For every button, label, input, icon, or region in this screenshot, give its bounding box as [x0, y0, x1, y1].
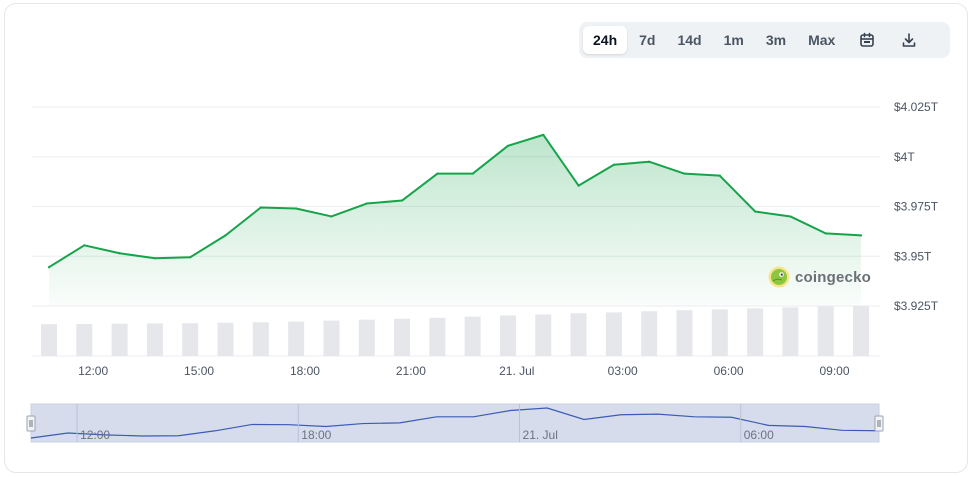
data-point [330, 215, 333, 218]
volume-bar [853, 306, 869, 356]
download-button[interactable] [889, 26, 929, 54]
navigator-tick-label: 12:00 [80, 428, 110, 442]
range-button-3m[interactable]: 3m [765, 32, 787, 48]
data-point [365, 202, 368, 205]
volume-bar [711, 309, 728, 356]
data-point [295, 207, 298, 210]
calendar-button[interactable] [847, 26, 887, 54]
volume-bar [570, 313, 587, 356]
data-point [648, 160, 651, 163]
data-point [189, 256, 192, 259]
data-point [612, 163, 615, 166]
volume-bar [782, 307, 799, 356]
x-tick-label: 06:00 [714, 364, 744, 378]
range-button-14d[interactable]: 14d [677, 32, 702, 48]
data-point [789, 215, 792, 218]
watermark-text: coingecko [795, 268, 871, 286]
volume-bar [41, 324, 57, 356]
y-tick-label: $3.925T [894, 299, 939, 313]
data-point [471, 172, 474, 175]
y-tick-label: $3.95T [894, 249, 932, 263]
data-point [683, 172, 686, 175]
y-tick-label: $4T [894, 150, 915, 164]
volume-bar [817, 306, 834, 356]
volume-bar [676, 310, 693, 356]
volume-bar [323, 320, 340, 356]
data-point [400, 199, 404, 202]
x-tick-label: 21:00 [396, 364, 426, 378]
volume-bar [747, 308, 764, 356]
volume-bar [182, 323, 199, 356]
data-point [259, 206, 262, 209]
x-tick-label: 03:00 [608, 364, 638, 378]
range-button-1m[interactable]: 1m [723, 32, 744, 48]
time-range-selector: 24h 7d 14d 1m 3m Max [579, 22, 950, 58]
navigator-tick-label: 21. Jul [523, 428, 558, 442]
data-point [577, 184, 580, 187]
data-point [542, 133, 545, 136]
volume-bar [429, 317, 446, 356]
navigator-right-handle[interactable] [874, 415, 884, 432]
navigator-left-handle[interactable] [26, 415, 36, 432]
y-tick-label: $3.975T [894, 200, 939, 214]
data-point [718, 174, 721, 177]
volume-bar [358, 319, 375, 356]
x-tick-label: 18:00 [290, 364, 320, 378]
volume-bar [605, 312, 622, 356]
volume-bar [535, 314, 552, 356]
x-tick-label: 12:00 [78, 364, 108, 378]
price-series-line [48, 133, 862, 269]
navigator-tick-label: 18:00 [301, 428, 331, 442]
volume-bar [288, 321, 305, 356]
volume-bar [76, 323, 93, 356]
data-point [153, 257, 157, 260]
coingecko-watermark: coingecko [768, 266, 871, 288]
range-button-max[interactable]: Max [808, 32, 836, 48]
data-point [224, 234, 227, 237]
volume-bar [641, 311, 658, 356]
x-tick-label: 15:00 [184, 364, 214, 378]
data-point [753, 210, 757, 213]
volume-bar [217, 322, 234, 356]
volume-bar [146, 323, 163, 356]
data-point [118, 252, 121, 255]
volume-bar [111, 323, 128, 356]
range-button-7d[interactable]: 7d [639, 32, 656, 48]
data-point [47, 266, 51, 269]
download-icon [902, 33, 916, 47]
data-point [506, 144, 510, 147]
volume-bar [464, 316, 481, 356]
navigator-series-line [30, 407, 880, 439]
data-point [859, 234, 863, 237]
volume-bar [499, 315, 516, 356]
coingecko-gecko-icon [768, 266, 790, 288]
data-point [83, 244, 86, 247]
y-tick-label: $4.025T [894, 100, 939, 114]
price-area-fill [49, 134, 861, 306]
calendar-icon [860, 32, 875, 47]
x-tick-label: 09:00 [820, 364, 850, 378]
navigator-tick-label: 06:00 [744, 428, 774, 442]
data-point [436, 172, 439, 175]
data-point [824, 232, 827, 235]
volume-bar [252, 322, 269, 356]
range-button-24h[interactable]: 24h [583, 26, 628, 54]
x-tick-label: 21. Jul [499, 364, 534, 378]
volume-bar [394, 318, 411, 356]
